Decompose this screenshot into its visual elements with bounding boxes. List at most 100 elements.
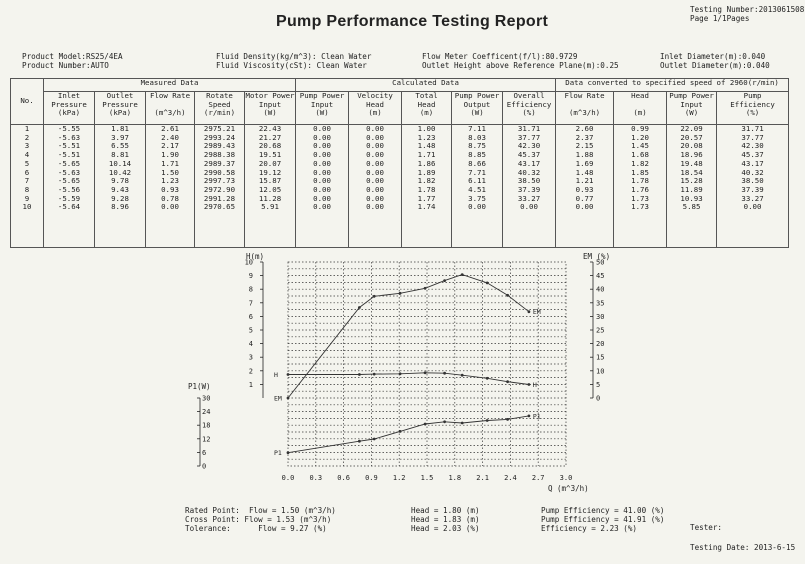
header-conv-pump-power-input: Pump Power Input (W): [666, 91, 718, 125]
x-axis-tick-label: 1.2: [393, 474, 406, 482]
head-cross: Head = 1.83 (m): [411, 515, 480, 524]
x-axis-tick-label: 1.5: [421, 474, 434, 482]
em-axis-tick-label: 45: [596, 272, 604, 280]
x-axis-title: Q (m^3/h): [548, 484, 589, 493]
h-axis-tick-label: 6: [249, 313, 253, 321]
tolerance: Tolerance: Flow = 9.27 (%): [185, 524, 327, 533]
performance-data-table: No. Measured Data Calculated Data Data c…: [10, 78, 790, 248]
header-motor-power-input: Motor Power Input (W): [243, 91, 297, 125]
series-p1-point: [398, 430, 402, 433]
em-axis-tick-label: 25: [596, 327, 604, 335]
fluid-density: Fluid Density(kg/m^3): Clean Water: [216, 52, 372, 61]
x-axis-tick-label: 3.0: [560, 474, 573, 482]
testing-number: Testing Number:2013061508: [690, 5, 805, 14]
series-em-point: [286, 396, 290, 400]
h-axis-tick-label: 9: [249, 272, 253, 280]
product-number: Product Number:AUTO: [22, 61, 109, 70]
series-h-point: [485, 376, 489, 380]
header-pump-power-output: Pump Power Output (W): [451, 91, 504, 125]
series-p1-point: [460, 421, 464, 425]
h-axis-tick-label: 4: [249, 340, 253, 348]
series-p1-point: [485, 419, 489, 422]
series-p1-start-label: P1: [274, 449, 282, 457]
series-em-point: [485, 281, 489, 285]
column-conv-pump-power-input: 22.09 20.57 20.08 18.96 19.48 18.54 15.2…: [666, 124, 718, 248]
efficiency-rated: Pump Efficiency = 41.00 (%): [541, 506, 665, 515]
column-conv-pump-efficiency: 31.71 37.77 42.30 45.37 43.17 40.32 38.5…: [716, 124, 790, 248]
em-axis-tick-label: 30: [596, 313, 604, 321]
h-axis-tick-label: 3: [249, 354, 253, 362]
x-axis-tick-label: 2.7: [532, 474, 545, 482]
series-p1-line: [287, 415, 529, 454]
p1-axis-tick-label: 30: [202, 395, 210, 403]
series-h-point: [527, 383, 531, 386]
series-h-point: [358, 373, 361, 376]
series-p1-point: [358, 439, 361, 443]
column-flow-rate: 2.61 2.40 2.17 1.90 1.71 1.50 1.23 0.93 …: [145, 124, 195, 248]
h-axis-tick-label: 5: [249, 327, 253, 335]
x-axis-tick-label: 0.3: [309, 474, 322, 482]
series-h-point: [286, 373, 290, 376]
header-flow-rate: Flow Rate (m^3/h): [145, 91, 195, 125]
p1-axis-tick-label: 18: [202, 422, 210, 430]
head-rated: Head = 1.80 (m): [411, 506, 480, 515]
series-h-point: [423, 371, 427, 375]
h-axis-tick-label: 2: [249, 367, 253, 375]
series-h-point: [443, 371, 446, 375]
product-model: Product Model:RS25/4EA: [22, 52, 123, 61]
em-axis-tick-label: 35: [596, 299, 604, 307]
p1-axis-tick-label: 0: [202, 463, 206, 471]
series-em-point: [460, 273, 464, 276]
inlet-diameter: Inlet Diameter(m):0.040: [660, 52, 766, 61]
series-p1-point: [443, 420, 446, 424]
series-em-point: [423, 286, 427, 290]
h-axis-tick-label: 7: [249, 299, 253, 307]
h-axis-title: H(m): [246, 252, 264, 261]
column-no: 1 2 3 4 5 6 7 8 9 10: [10, 124, 44, 248]
x-axis-tick-label: 0.9: [365, 474, 378, 482]
series-h-point: [398, 372, 402, 376]
outlet-height: Outlet Height above Reference Plane(m):0…: [422, 61, 619, 70]
tester-label: Tester:: [690, 523, 723, 532]
x-axis-tick-label: 0.0: [282, 474, 295, 482]
p1-axis-title: P1(W): [188, 382, 211, 391]
column-outlet-pressure: 1.81 3.97 6.55 8.81 10.14 10.42 9.78 9.4…: [94, 124, 146, 248]
header-pump-power-input: Pump Power Input (W): [295, 91, 350, 125]
column-velocity-head: 0.00 0.00 0.00 0.00 0.00 0.00 0.00 0.00 …: [348, 124, 403, 248]
em-axis-title: EM (%): [583, 252, 610, 261]
series-h-line: [288, 372, 529, 385]
em-axis-tick-label: 10: [596, 367, 604, 375]
x-axis-tick-label: 1.8: [448, 474, 461, 482]
series-h-point: [506, 380, 509, 384]
series-p1-label: P1: [533, 412, 541, 420]
series-em-point: [358, 306, 361, 309]
efficiency-tolerance: Efficiency = 2.23 (%): [541, 524, 638, 533]
series-em-point: [398, 291, 402, 295]
em-axis-tick-label: 15: [596, 354, 604, 362]
header-conv-flow-rate: Flow Rate (m^3/h): [555, 91, 615, 125]
series-h-point: [460, 373, 464, 377]
page-title: Pump Performance Testing Report: [276, 13, 549, 30]
x-axis-tick-label: 2.4: [504, 474, 517, 482]
p1-axis-tick-label: 12: [202, 435, 210, 443]
series-em-point: [506, 293, 509, 297]
x-axis-tick-label: 0.6: [337, 474, 350, 482]
series-h-label: H: [533, 381, 537, 389]
em-axis-tick-label: 0: [596, 395, 600, 403]
series-h-start-label: H: [274, 371, 278, 379]
p1-axis-tick-label: 24: [202, 408, 210, 416]
series-p1-point: [372, 437, 376, 441]
header-rotate-speed: Rotate Speed (r/min): [194, 91, 245, 125]
fluid-viscosity: Fluid Viscosity(cSt): Clean Water: [216, 61, 367, 70]
header-conv-head: Head (m): [613, 91, 668, 125]
h-axis-tick-label: 1: [249, 381, 253, 389]
header-overall-efficiency: Overall Efficiency (%): [502, 91, 557, 125]
x-axis-tick-label: 2.1: [476, 474, 489, 482]
rated-point: Rated Point: Flow = 1.50 (m^3/h): [185, 506, 336, 515]
column-motor-power-input: 22.43 21.27 20.68 19.51 20.07 19.12 15.8…: [243, 124, 297, 248]
column-conv-flow-rate: 2.60 2.37 2.15 1.88 1.69 1.48 1.21 0.93 …: [555, 124, 615, 248]
header-outlet-pressure: Outlet Pressure (kPa): [94, 91, 146, 125]
series-em-start-label: EM: [274, 395, 282, 403]
series-em-line: [287, 274, 530, 399]
header-no: No.: [10, 78, 44, 125]
